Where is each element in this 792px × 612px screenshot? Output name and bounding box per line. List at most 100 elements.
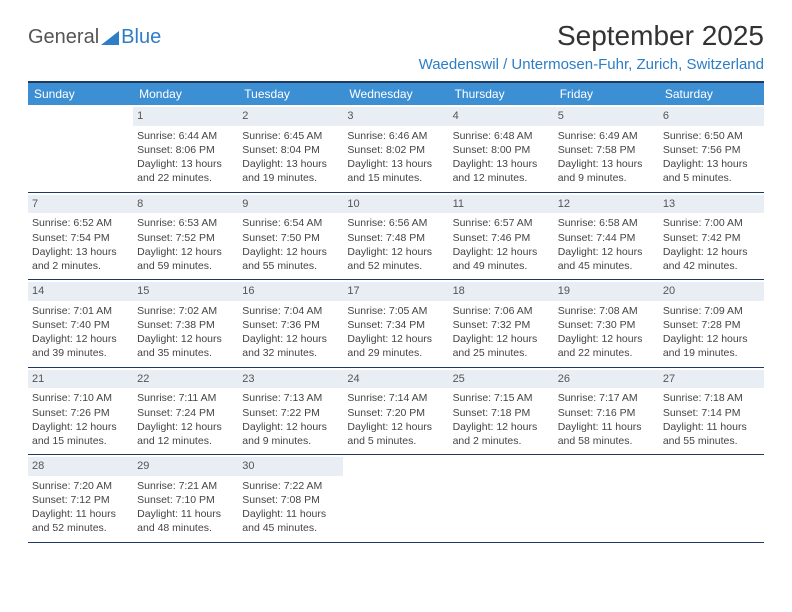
day-details: Sunrise: 7:13 AMSunset: 7:22 PMDaylight:… xyxy=(242,391,339,448)
day-cell: 3 Sunrise: 6:46 AMSunset: 8:02 PMDaylight… xyxy=(343,105,448,192)
day-number: 9 xyxy=(238,195,343,214)
day-number: 1 xyxy=(133,107,238,126)
day-cell: 7Sunrise: 6:52 AMSunset: 7:54 PMDaylight… xyxy=(28,193,133,280)
day-number: 3 xyxy=(343,107,448,126)
day-cell: 1 Sunrise: 6:44 AMSunset: 8:06 PMDaylight… xyxy=(133,105,238,192)
day-details: Sunrise: 6:57 AMSunset: 7:46 PMDaylight:… xyxy=(453,216,550,273)
day-cell: 13 Sunrise: 7:00 AMSunset: 7:42 PMDayligh… xyxy=(659,193,764,280)
day-cell: 4 Sunrise: 6:48 AMSunset: 8:00 PMDaylight… xyxy=(449,105,554,192)
day-number: 19 xyxy=(554,282,659,301)
day-cell: 11 Sunrise: 6:57 AMSunset: 7:46 PMDayligh… xyxy=(449,193,554,280)
day-number: 28 xyxy=(28,457,133,476)
day-number: 21 xyxy=(28,370,133,389)
logo: General Blue xyxy=(28,20,161,49)
day-number: 13 xyxy=(659,195,764,214)
day-number: 10 xyxy=(343,195,448,214)
day-header-tuesday: Tuesday xyxy=(238,83,343,105)
day-number: 29 xyxy=(133,457,238,476)
day-number: 23 xyxy=(238,370,343,389)
day-details: Sunrise: 6:46 AMSunset: 8:02 PMDaylight:… xyxy=(347,129,444,186)
day-number: 12 xyxy=(554,195,659,214)
day-cell: 21 Sunrise: 7:10 AMSunset: 7:26 PMDayligh… xyxy=(28,368,133,455)
day-details: Sunrise: 7:04 AMSunset: 7:36 PMDaylight:… xyxy=(242,304,339,361)
day-number: 7 xyxy=(28,195,133,214)
day-cell: 14Sunrise: 7:01 AMSunset: 7:40 PMDayligh… xyxy=(28,280,133,367)
week-row: 1 Sunrise: 6:44 AMSunset: 8:06 PMDaylight… xyxy=(28,105,764,193)
weeks: 1 Sunrise: 6:44 AMSunset: 8:06 PMDaylight… xyxy=(28,105,764,543)
day-details: Sunrise: 6:53 AMSunset: 7:52 PMDaylight:… xyxy=(137,216,234,273)
day-details: Sunrise: 7:05 AMSunset: 7:34 PMDaylight:… xyxy=(347,304,444,361)
day-details: Sunrise: 7:02 AMSunset: 7:38 PMDaylight:… xyxy=(137,304,234,361)
day-cell: 30 Sunrise: 7:22 AMSunset: 7:08 PMDayligh… xyxy=(238,455,343,542)
day-details: Sunrise: 7:15 AMSunset: 7:18 PMDaylight:… xyxy=(453,391,550,448)
day-number: 2 xyxy=(238,107,343,126)
week-row: 7Sunrise: 6:52 AMSunset: 7:54 PMDaylight… xyxy=(28,193,764,281)
day-header-thursday: Thursday xyxy=(449,83,554,105)
day-headers: SundayMondayTuesdayWednesdayThursdayFrid… xyxy=(28,83,764,105)
day-cell: 25Sunrise: 7:15 AMSunset: 7:18 PMDayligh… xyxy=(449,368,554,455)
day-details: Sunrise: 6:54 AMSunset: 7:50 PMDaylight:… xyxy=(242,216,339,273)
day-details: Sunrise: 7:08 AMSunset: 7:30 PMDaylight:… xyxy=(558,304,655,361)
day-cell-empty xyxy=(449,455,554,542)
day-details: Sunrise: 7:22 AMSunset: 7:08 PMDaylight:… xyxy=(242,479,339,536)
day-cell: 24 Sunrise: 7:14 AMSunset: 7:20 PMDayligh… xyxy=(343,368,448,455)
day-number: 11 xyxy=(449,195,554,214)
day-number: 4 xyxy=(449,107,554,126)
day-number: 8 xyxy=(133,195,238,214)
day-details: Sunrise: 6:48 AMSunset: 8:00 PMDaylight:… xyxy=(453,129,550,186)
day-number: 15 xyxy=(133,282,238,301)
day-number: 20 xyxy=(659,282,764,301)
day-details: Sunrise: 6:44 AMSunset: 8:06 PMDaylight:… xyxy=(137,129,234,186)
day-cell: 16 Sunrise: 7:04 AMSunset: 7:36 PMDayligh… xyxy=(238,280,343,367)
day-details: Sunrise: 6:49 AMSunset: 7:58 PMDaylight:… xyxy=(558,129,655,186)
day-details: Sunrise: 7:18 AMSunset: 7:14 PMDaylight:… xyxy=(663,391,760,448)
logo-triangle-icon xyxy=(101,31,119,45)
day-cell: 27 Sunrise: 7:18 AMSunset: 7:14 PMDayligh… xyxy=(659,368,764,455)
day-cell: 18 Sunrise: 7:06 AMSunset: 7:32 PMDayligh… xyxy=(449,280,554,367)
week-row: 21 Sunrise: 7:10 AMSunset: 7:26 PMDayligh… xyxy=(28,368,764,456)
day-details: Sunrise: 7:01 AMSunset: 7:40 PMDaylight:… xyxy=(32,304,129,361)
day-number: 26 xyxy=(554,370,659,389)
month-title: September 2025 xyxy=(557,20,764,52)
location-label: Waedenswil / Untermosen-Fuhr, Zurich, Sw… xyxy=(28,56,764,73)
day-cell: 17 Sunrise: 7:05 AMSunset: 7:34 PMDayligh… xyxy=(343,280,448,367)
day-number: 6 xyxy=(659,107,764,126)
day-details: Sunrise: 6:50 AMSunset: 7:56 PMDaylight:… xyxy=(663,129,760,186)
day-header-monday: Monday xyxy=(133,83,238,105)
day-cell: 15 Sunrise: 7:02 AMSunset: 7:38 PMDayligh… xyxy=(133,280,238,367)
day-details: Sunrise: 7:11 AMSunset: 7:24 PMDaylight:… xyxy=(137,391,234,448)
day-details: Sunrise: 7:14 AMSunset: 7:20 PMDaylight:… xyxy=(347,391,444,448)
day-cell-empty xyxy=(659,455,764,542)
day-cell: 2Sunrise: 6:45 AMSunset: 8:04 PMDaylight… xyxy=(238,105,343,192)
day-cell: 23 Sunrise: 7:13 AMSunset: 7:22 PMDayligh… xyxy=(238,368,343,455)
day-number: 27 xyxy=(659,370,764,389)
day-cell: 8 Sunrise: 6:53 AMSunset: 7:52 PMDaylight… xyxy=(133,193,238,280)
day-number: 30 xyxy=(238,457,343,476)
calendar: SundayMondayTuesdayWednesdayThursdayFrid… xyxy=(28,81,764,543)
week-row: 14Sunrise: 7:01 AMSunset: 7:40 PMDayligh… xyxy=(28,280,764,368)
day-details: Sunrise: 6:58 AMSunset: 7:44 PMDaylight:… xyxy=(558,216,655,273)
day-cell: 26Sunrise: 7:17 AMSunset: 7:16 PMDayligh… xyxy=(554,368,659,455)
day-cell: 19 Sunrise: 7:08 AMSunset: 7:30 PMDayligh… xyxy=(554,280,659,367)
day-details: Sunrise: 7:21 AMSunset: 7:10 PMDaylight:… xyxy=(137,479,234,536)
logo-text-general: General xyxy=(28,26,99,49)
day-cell: 28Sunrise: 7:20 AMSunset: 7:12 PMDayligh… xyxy=(28,455,133,542)
day-number: 16 xyxy=(238,282,343,301)
day-header-sunday: Sunday xyxy=(28,83,133,105)
day-cell-empty xyxy=(28,105,133,192)
day-number: 17 xyxy=(343,282,448,301)
day-details: Sunrise: 6:56 AMSunset: 7:48 PMDaylight:… xyxy=(347,216,444,273)
day-details: Sunrise: 7:10 AMSunset: 7:26 PMDaylight:… xyxy=(32,391,129,448)
day-cell: 6 Sunrise: 6:50 AMSunset: 7:56 PMDaylight… xyxy=(659,105,764,192)
day-header-friday: Friday xyxy=(554,83,659,105)
title-block: September 2025 xyxy=(557,20,764,52)
day-header-wednesday: Wednesday xyxy=(343,83,448,105)
day-details: Sunrise: 7:06 AMSunset: 7:32 PMDaylight:… xyxy=(453,304,550,361)
day-details: Sunrise: 7:00 AMSunset: 7:42 PMDaylight:… xyxy=(663,216,760,273)
day-cell: 10 Sunrise: 6:56 AMSunset: 7:48 PMDayligh… xyxy=(343,193,448,280)
day-cell: 29 Sunrise: 7:21 AMSunset: 7:10 PMDayligh… xyxy=(133,455,238,542)
logo-text-blue: Blue xyxy=(121,26,161,49)
day-number: 24 xyxy=(343,370,448,389)
day-number: 18 xyxy=(449,282,554,301)
day-cell: 22Sunrise: 7:11 AMSunset: 7:24 PMDayligh… xyxy=(133,368,238,455)
